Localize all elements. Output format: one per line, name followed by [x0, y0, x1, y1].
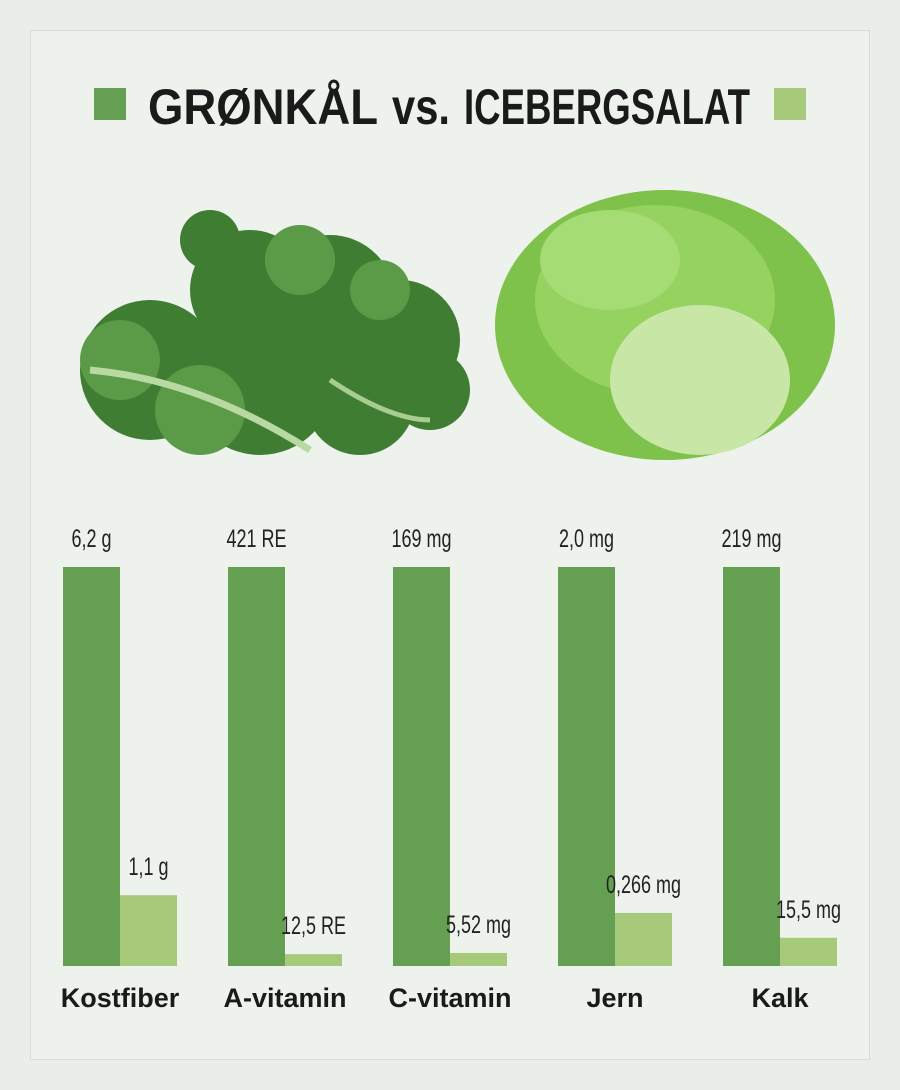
value-label: 5,52 mg: [446, 910, 511, 939]
bar: [393, 567, 450, 966]
value-label: 2,0 mg: [559, 524, 614, 553]
value-label: 169 mg: [392, 524, 452, 553]
category-label: Jern: [586, 983, 643, 1013]
bar: [615, 912, 672, 966]
legend-swatch: [94, 88, 126, 120]
value-label: 1,1 g: [128, 852, 168, 881]
value-label: 15,5 mg: [776, 895, 841, 924]
bar: [120, 895, 177, 966]
kale-image: [80, 210, 470, 455]
value-label: 219 mg: [722, 524, 782, 553]
bar: [285, 954, 342, 966]
bar: [780, 937, 837, 966]
legend-label: GRØNKÅL: [148, 79, 378, 135]
bar: [723, 567, 780, 966]
category-label: Kostfiber: [61, 983, 180, 1013]
legend-label: ICEBERGSALAT: [464, 79, 750, 135]
bar: [558, 567, 615, 966]
value-label: 421 RE: [227, 524, 287, 553]
value-label: 0,266 mg: [606, 870, 681, 899]
bar: [228, 567, 285, 966]
legend-swatch: [774, 88, 806, 120]
chart-title: vs.: [392, 79, 450, 135]
category-label: C-vitamin: [388, 983, 511, 1013]
bar: [63, 567, 120, 966]
iceberg-image: [495, 190, 835, 460]
value-label: 6,2 g: [71, 524, 111, 553]
category-label: A-vitamin: [223, 983, 346, 1013]
bar: [450, 952, 507, 966]
value-label: 12,5 RE: [281, 911, 346, 940]
category-label: Kalk: [751, 983, 809, 1013]
